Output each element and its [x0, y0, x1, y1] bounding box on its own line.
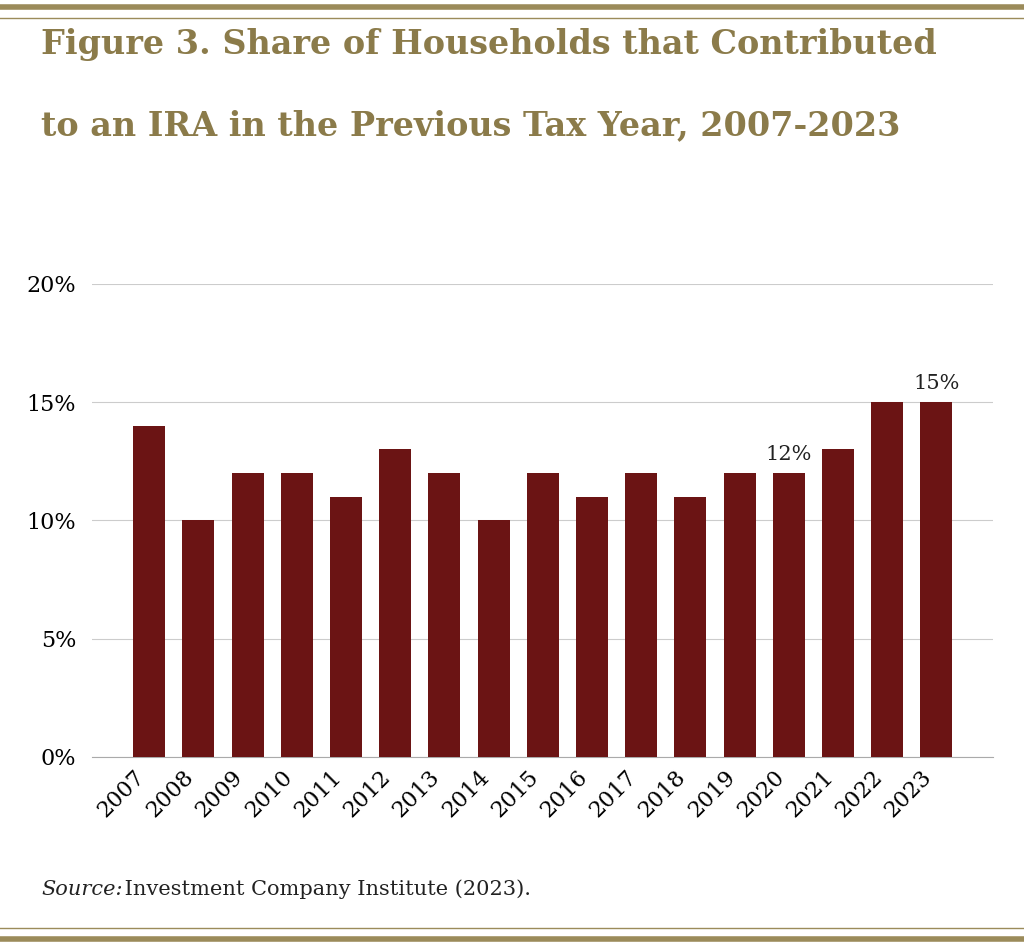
Bar — [330, 497, 361, 757]
Bar — [477, 520, 510, 757]
Bar — [822, 449, 854, 757]
Text: Figure 3. Share of Households that Contributed: Figure 3. Share of Households that Contr… — [41, 28, 937, 61]
Bar — [625, 473, 657, 757]
Bar — [133, 426, 165, 757]
Bar — [871, 402, 903, 757]
Text: 12%: 12% — [766, 445, 812, 464]
Bar — [675, 497, 707, 757]
Text: to an IRA in the Previous Tax Year, 2007-2023: to an IRA in the Previous Tax Year, 2007… — [41, 109, 900, 142]
Bar — [724, 473, 756, 757]
Bar — [773, 473, 805, 757]
Bar — [575, 497, 608, 757]
Text: Investment Company Institute (2023).: Investment Company Institute (2023). — [118, 879, 530, 899]
Text: 15%: 15% — [913, 374, 959, 393]
Bar — [379, 449, 411, 757]
Bar — [281, 473, 312, 757]
Bar — [182, 520, 214, 757]
Bar — [231, 473, 263, 757]
Bar — [921, 402, 952, 757]
Bar — [526, 473, 559, 757]
Text: Source:: Source: — [41, 880, 123, 899]
Bar — [428, 473, 461, 757]
